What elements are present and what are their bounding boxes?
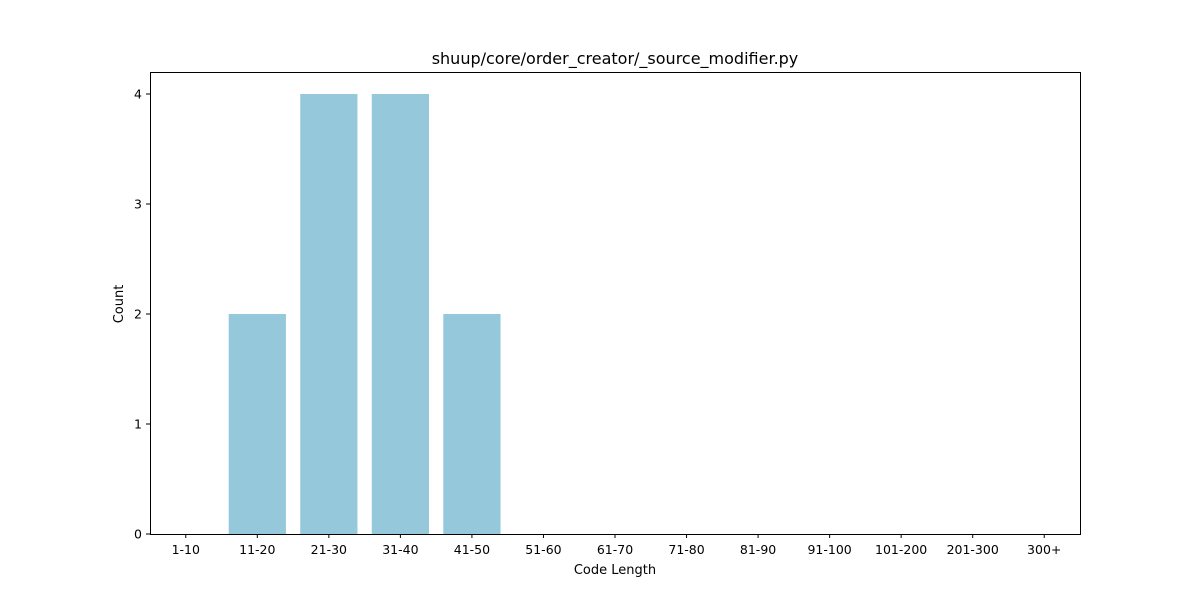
x-tick-label: 101-200: [875, 542, 927, 557]
x-tick-label: 21-30: [311, 542, 347, 557]
x-tick-label: 201-300: [947, 542, 999, 557]
y-tick-label: 1: [134, 417, 142, 432]
x-tick-label: 51-60: [525, 542, 561, 557]
x-tick-label: 31-40: [382, 542, 418, 557]
x-tick-label: 71-80: [668, 542, 704, 557]
bar-41-50: [443, 314, 501, 534]
x-tick-label: 11-20: [239, 542, 275, 557]
y-tick-label: 3: [134, 197, 142, 212]
x-tick-label: 300+: [1027, 542, 1061, 557]
plot-frame: [150, 72, 1081, 535]
y-tick-label: 4: [134, 87, 142, 102]
bar-31-40: [371, 94, 429, 534]
bar-11-20: [228, 314, 286, 534]
y-tick-label: 2: [134, 307, 142, 322]
x-tick-label: 1-10: [172, 542, 200, 557]
y-axis: 0 1 2 3 4: [134, 87, 150, 542]
x-tick-label: 91-100: [807, 542, 851, 557]
bars-group: [228, 94, 501, 534]
x-tick-label: 61-70: [597, 542, 633, 557]
x-axis: 1-10 11-20 21-30 31-40 41-50 51-60 61-70 71-80 8…: [172, 534, 1061, 557]
x-tick-label: 81-90: [740, 542, 776, 557]
bar-21-30: [300, 94, 358, 534]
x-tick-label: 41-50: [454, 542, 490, 557]
x-axis-label: Code Length: [574, 563, 656, 578]
y-axis-label: Count: [112, 285, 127, 324]
chart-title: shuup/core/order_creator/_source_modifie…: [432, 49, 799, 69]
y-tick-label: 0: [134, 527, 142, 542]
